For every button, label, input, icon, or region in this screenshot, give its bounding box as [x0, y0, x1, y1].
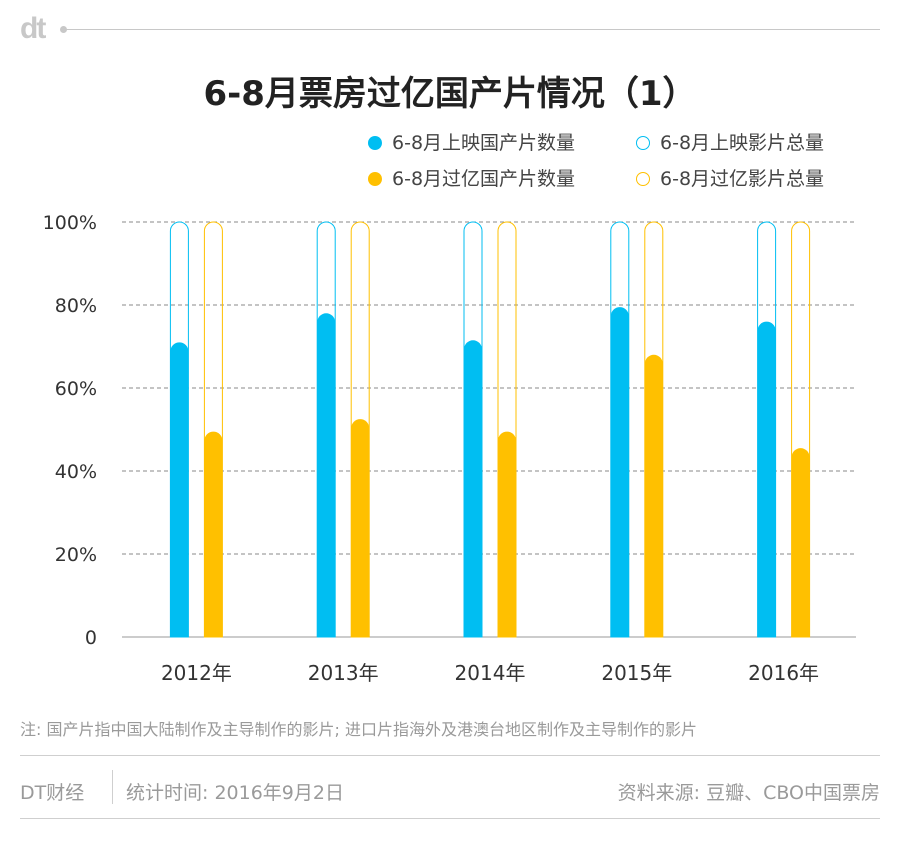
bar-outline-total-released: [610, 221, 630, 638]
x-tick-label: 2016年: [748, 661, 819, 685]
bar-outline-total-100m: [497, 221, 517, 638]
footer-divider-bottom: [20, 818, 880, 819]
legend-label: 6-8月过亿国产片数量: [392, 168, 576, 190]
y-tick-label: 20%: [55, 544, 97, 566]
bar-outline-total-released: [316, 221, 336, 638]
chart-title: 6-8月票房过亿国产片情况（1）: [203, 74, 697, 114]
x-tick-label: 2015年: [601, 661, 672, 685]
stat-time: 统计时间: 2016年9月2日: [126, 782, 344, 804]
bar-outline-total-100m: [791, 221, 811, 638]
bar-domestic-100m: [204, 431, 223, 637]
bar-outline-total-100m: [350, 221, 370, 638]
x-tick-label: 2012年: [161, 661, 232, 685]
bar-domestic-released: [170, 342, 189, 637]
bar-chart: 0 20% 40% 60% 80% 100% 2012年 2013年 2014年 2015年 201…: [43, 212, 856, 685]
bar-domestic-released: [610, 307, 629, 637]
x-tick-label: 2013年: [308, 661, 379, 685]
outline-yellow-dot-icon: [636, 172, 650, 186]
dt-logo: dt: [20, 12, 46, 45]
bar-domestic-100m: [791, 448, 810, 637]
footer-separator: [112, 770, 113, 804]
legend-item-total-released: 6-8月上映影片总量: [636, 128, 824, 155]
filled-blue-dot-icon: [368, 136, 382, 150]
legend-label: 6-8月上映影片总量: [660, 132, 825, 154]
y-tick-label: 60%: [55, 378, 97, 400]
bar-outline-total-released: [757, 221, 777, 638]
y-tick-label: 80%: [55, 295, 97, 317]
bar-domestic-released: [464, 340, 482, 637]
bar-domestic-100m: [644, 354, 663, 637]
bar-domestic-100m: [351, 419, 370, 637]
outline-blue-dot-icon: [636, 136, 650, 150]
y-tick-label: 40%: [55, 461, 97, 483]
footnote: 注: 国产片指中国大陆制作及主导制作的影片; 进口片指海外及港澳台地区制作及主导…: [20, 720, 697, 739]
y-tick-label: 100%: [43, 212, 97, 234]
data-source: 资料来源: 豆瓣、CBO中国票房: [617, 782, 880, 804]
bar-outline-total-100m: [203, 221, 223, 638]
bar-outline-total-100m: [644, 221, 664, 638]
legend-item-domestic-100m: 6-8月过亿国产片数量: [368, 164, 575, 191]
filled-yellow-dot-icon: [368, 172, 382, 186]
logo-dot: [60, 26, 67, 33]
logo-divider: [64, 29, 880, 30]
source-brand: DT财经: [20, 782, 85, 804]
bar-outline-total-released: [169, 221, 189, 638]
legend-label: 6-8月上映国产片数量: [392, 132, 576, 154]
x-tick-label: 2014年: [455, 661, 526, 685]
footer-divider-top: [20, 755, 880, 756]
bar-domestic-released: [317, 313, 336, 637]
bar-domestic-100m: [498, 431, 516, 637]
bar-domestic-released: [757, 321, 776, 637]
bar-outline-total-released: [463, 221, 483, 638]
y-tick-label: 0: [85, 627, 97, 649]
legend-item-domestic-released: 6-8月上映国产片数量: [368, 128, 575, 155]
legend-item-total-100m: 6-8月过亿影片总量: [636, 164, 824, 191]
legend-label: 6-8月过亿影片总量: [660, 168, 825, 190]
